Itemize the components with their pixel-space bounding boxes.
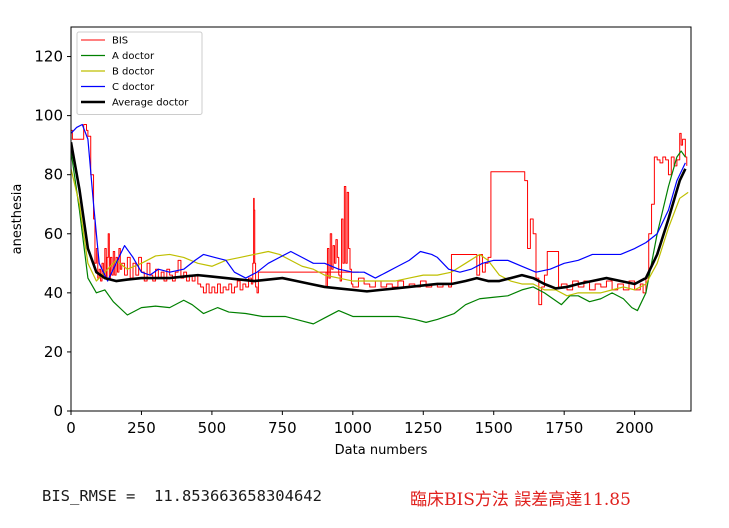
series-line-c-doctor xyxy=(71,123,686,282)
x-axis-label: Data numbers xyxy=(335,443,428,458)
x-tick-label: 2000 xyxy=(616,419,654,437)
y-tick-label: 40 xyxy=(44,284,63,302)
legend-box xyxy=(76,31,203,115)
y-tick-label: 0 xyxy=(53,402,63,420)
x-tick-label: 1750 xyxy=(545,419,583,437)
series-line-a-doctor xyxy=(71,150,686,325)
ticks-layer: 0 250 500 750 1000 1250 1500 1750 2000 0 20 40 60 80 1… xyxy=(34,48,653,437)
x-tick-label: 750 xyxy=(268,419,297,437)
series-layer xyxy=(71,123,689,325)
error-note: 臨床BIS方法 誤差高達11.85 xyxy=(410,490,631,510)
y-axis-label: anesthesia xyxy=(10,184,25,255)
legend-label: BIS xyxy=(112,36,128,47)
x-tick-label: 1500 xyxy=(475,419,513,437)
y-tick-label: 120 xyxy=(34,48,63,66)
y-tick-label: 20 xyxy=(44,343,63,361)
x-tick-label: 1000 xyxy=(334,419,372,437)
plot-frame xyxy=(70,26,692,412)
rmse-text: BIS_RMSE = 11.853663658304642 xyxy=(42,487,322,505)
x-tick-label: 250 xyxy=(127,419,156,437)
legend: BIS A doctor B doctor C doctor Average docto… xyxy=(76,31,203,115)
x-tick-label: 500 xyxy=(198,419,227,437)
x-tick-label: 1250 xyxy=(404,419,442,437)
chart: 0 250 500 750 1000 1250 1500 1750 2000 0 20 40 60 80 1… xyxy=(10,26,692,458)
y-tick-label: 80 xyxy=(44,166,63,184)
y-tick-label: 100 xyxy=(34,107,63,125)
series-line-bis xyxy=(71,123,688,306)
legend-label: A doctor xyxy=(112,51,155,62)
legend-label: Average doctor xyxy=(112,98,189,109)
legend-label: B doctor xyxy=(112,67,155,78)
legend-label: C doctor xyxy=(112,82,155,93)
y-tick-label: 60 xyxy=(44,225,63,243)
x-tick-label: 0 xyxy=(66,419,76,437)
series-line-average-doctor xyxy=(71,141,687,293)
series-line-b-doctor xyxy=(71,168,689,297)
